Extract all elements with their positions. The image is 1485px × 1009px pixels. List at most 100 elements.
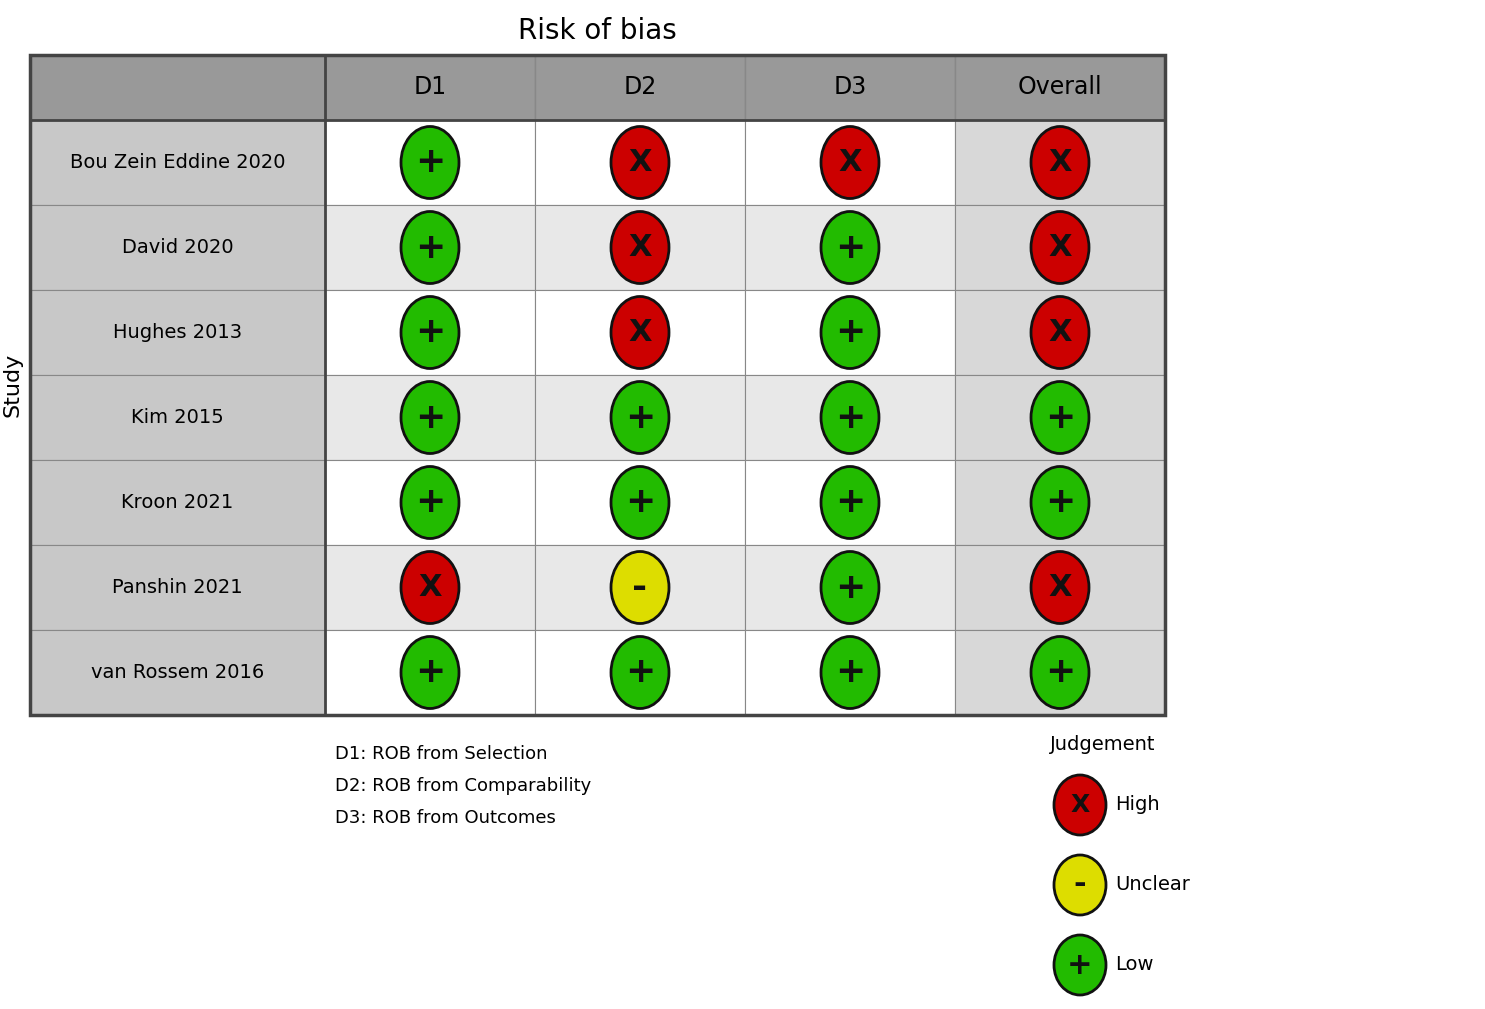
Ellipse shape [610,552,670,624]
Text: +: + [414,230,446,264]
Ellipse shape [1031,466,1089,539]
Text: +: + [414,145,446,180]
Ellipse shape [401,297,459,368]
Ellipse shape [1031,212,1089,284]
Text: +: + [414,656,446,689]
Text: X: X [419,573,441,602]
Text: X: X [628,318,652,347]
Bar [745,545,955,630]
Bar [535,545,745,630]
Ellipse shape [821,126,879,199]
Ellipse shape [1054,855,1106,915]
Text: X: X [628,233,652,262]
Ellipse shape [1054,775,1106,835]
Text: +: + [1045,656,1075,689]
Text: D3: D3 [833,76,867,100]
Bar [325,55,535,120]
Bar [325,630,535,715]
Bar [30,630,325,715]
Ellipse shape [401,552,459,624]
Bar [535,205,745,290]
Text: Judgement: Judgement [1050,735,1155,754]
Text: D1: ROB from Selection: D1: ROB from Selection [336,745,548,763]
Text: D2: ROB from Comparability: D2: ROB from Comparability [336,777,591,795]
Text: +: + [835,485,866,520]
Text: +: + [625,656,655,689]
Text: X: X [1048,318,1072,347]
Bar [535,120,745,205]
Bar [30,55,1166,715]
Bar [30,545,325,630]
Text: X: X [628,148,652,177]
Bar [535,290,745,375]
Text: Kim 2015: Kim 2015 [131,408,224,427]
Bar [325,545,535,630]
Bar [955,290,1166,375]
Text: +: + [835,316,866,349]
Bar [325,460,535,545]
Text: van Rossem 2016: van Rossem 2016 [91,663,264,682]
Bar [535,630,745,715]
Bar [30,120,325,205]
Bar [535,375,745,460]
Ellipse shape [401,637,459,708]
Bar [745,460,955,545]
Text: D1: D1 [413,76,447,100]
Bar [745,375,955,460]
Text: Kroon 2021: Kroon 2021 [122,493,233,512]
Bar [955,375,1166,460]
Ellipse shape [401,126,459,199]
Bar [30,290,325,375]
Bar [955,55,1166,120]
Text: +: + [1045,485,1075,520]
Bar [30,55,325,120]
Bar [535,55,745,120]
Bar [30,375,325,460]
Text: David 2020: David 2020 [122,238,233,257]
Text: D3: ROB from Outcomes: D3: ROB from Outcomes [336,809,555,827]
Ellipse shape [401,381,459,453]
Text: +: + [1045,401,1075,435]
Bar [745,205,955,290]
Text: -: - [1074,871,1087,899]
Bar [955,120,1166,205]
Bar [325,375,535,460]
Ellipse shape [1031,297,1089,368]
Bar [535,460,745,545]
Ellipse shape [401,212,459,284]
Ellipse shape [1031,381,1089,453]
Text: Hughes 2013: Hughes 2013 [113,323,242,342]
Ellipse shape [401,466,459,539]
Ellipse shape [821,552,879,624]
Text: X: X [1048,573,1072,602]
Ellipse shape [821,212,879,284]
Bar [955,545,1166,630]
Text: +: + [625,485,655,520]
Ellipse shape [610,466,670,539]
Text: X: X [1071,793,1090,817]
Text: Study: Study [1,353,22,417]
Text: High: High [1115,795,1160,814]
Text: Panshin 2021: Panshin 2021 [113,578,244,597]
Text: Low: Low [1115,956,1154,975]
Text: Risk of bias: Risk of bias [518,17,677,45]
Bar [30,460,325,545]
Ellipse shape [610,637,670,708]
Bar [745,630,955,715]
Bar [745,55,955,120]
Ellipse shape [821,381,879,453]
Ellipse shape [821,466,879,539]
Text: -: - [633,570,647,604]
Ellipse shape [821,297,879,368]
Text: +: + [414,485,446,520]
Bar [955,630,1166,715]
Bar [30,205,325,290]
Ellipse shape [1031,126,1089,199]
Text: +: + [835,570,866,604]
Text: X: X [838,148,861,177]
Bar [325,290,535,375]
Text: +: + [414,401,446,435]
Ellipse shape [610,212,670,284]
Bar [325,205,535,290]
Text: +: + [835,230,866,264]
